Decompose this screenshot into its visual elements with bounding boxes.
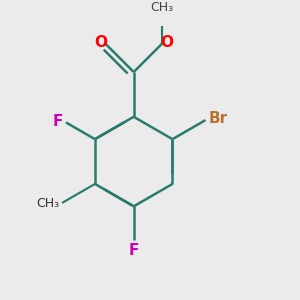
Text: Br: Br: [208, 111, 227, 126]
Text: O: O: [94, 35, 107, 50]
Text: F: F: [53, 113, 63, 128]
Text: CH₃: CH₃: [36, 197, 59, 210]
Text: CH₃: CH₃: [151, 1, 174, 14]
Text: F: F: [128, 243, 139, 258]
Text: O: O: [160, 35, 174, 50]
